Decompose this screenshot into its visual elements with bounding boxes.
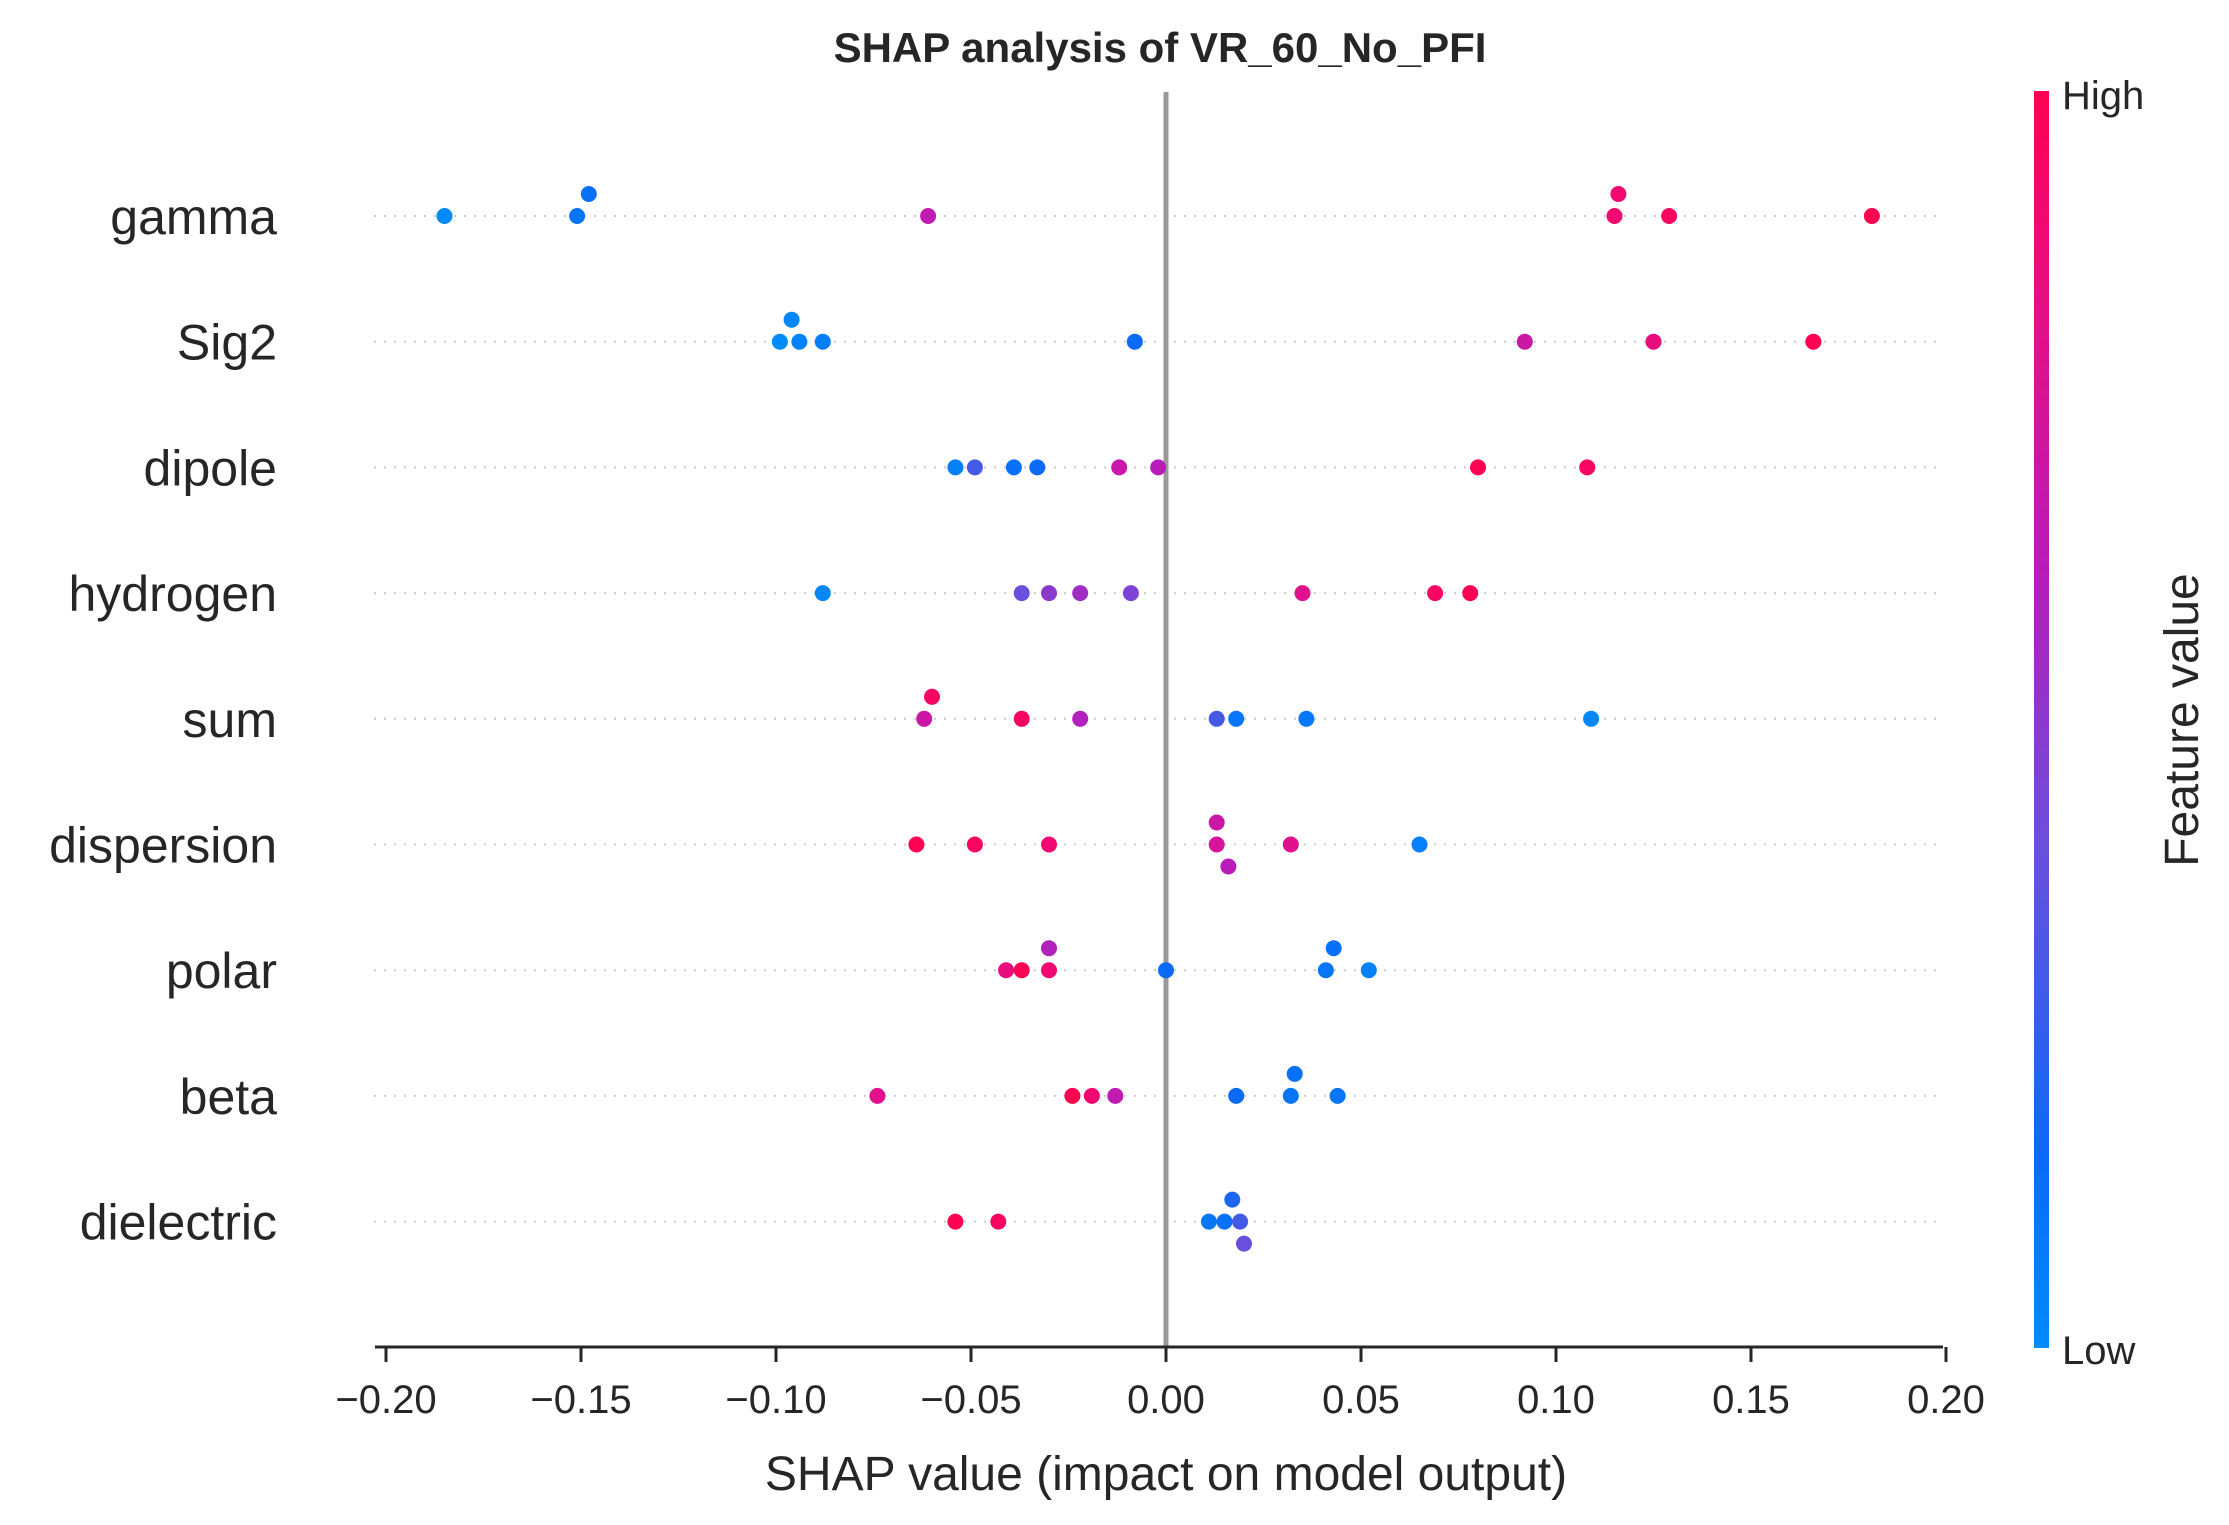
shap-point bbox=[1064, 1087, 1081, 1104]
shap-point bbox=[966, 459, 983, 476]
x-tick-label: 0.00 bbox=[1127, 1378, 1205, 1422]
shap-point bbox=[1360, 962, 1377, 979]
feature-label-dispersion: dispersion bbox=[49, 818, 277, 874]
feature-label-beta: beta bbox=[180, 1069, 278, 1125]
shap-point bbox=[814, 585, 831, 602]
colorbar-low-label: Low bbox=[2062, 1329, 2135, 1373]
shap-point bbox=[1470, 459, 1486, 476]
shap-point bbox=[1208, 710, 1225, 727]
feature-label-sig2: Sig2 bbox=[177, 315, 277, 371]
shap-point bbox=[1107, 1087, 1124, 1104]
feature-rows: gamma Sig2 dipole hydrogen sum dispersion pola… bbox=[49, 189, 1942, 1251]
x-axis-title: SHAP value (impact on model output) bbox=[765, 1448, 1567, 1501]
shap-point bbox=[1083, 1087, 1100, 1104]
shap-point bbox=[1122, 585, 1139, 602]
shap-point bbox=[1317, 962, 1334, 979]
shap-point bbox=[1041, 585, 1057, 602]
shap-point bbox=[1411, 836, 1428, 853]
shap-point bbox=[1041, 940, 1057, 957]
shap-point bbox=[1013, 710, 1030, 727]
shap-point bbox=[783, 311, 800, 328]
shap-point bbox=[1126, 333, 1143, 350]
shap-point bbox=[814, 333, 831, 350]
shap-point bbox=[1150, 459, 1167, 476]
shap-point bbox=[947, 459, 964, 476]
shap-point bbox=[1286, 1065, 1303, 1082]
shap-point bbox=[1216, 1213, 1233, 1230]
feature-label-polar: polar bbox=[166, 943, 277, 999]
shap-point bbox=[869, 1087, 886, 1104]
shap-point bbox=[1041, 836, 1057, 853]
shap-point bbox=[1863, 208, 1880, 224]
shap-point bbox=[1224, 1191, 1241, 1208]
shap-point bbox=[1041, 962, 1057, 979]
x-tick-label: −0.20 bbox=[335, 1378, 436, 1422]
shap-point bbox=[1606, 208, 1623, 224]
shap-point bbox=[1583, 710, 1600, 727]
x-tick-label: −0.15 bbox=[530, 1378, 631, 1422]
chart-title: SHAP analysis of VR_60_No_PFI bbox=[834, 24, 1487, 71]
shap-points bbox=[436, 186, 1880, 1252]
shap-point bbox=[947, 1213, 964, 1230]
shap-point bbox=[1208, 836, 1225, 853]
feature-label-gamma: gamma bbox=[110, 189, 277, 245]
shap-point bbox=[1329, 1087, 1346, 1104]
shap-point bbox=[1645, 333, 1662, 350]
shap-point bbox=[1661, 208, 1678, 224]
colorbar bbox=[2034, 91, 2049, 1348]
shap-point bbox=[1805, 333, 1822, 350]
shap-point bbox=[1228, 710, 1245, 727]
shap-point bbox=[1462, 585, 1479, 602]
x-tick-label: 0.05 bbox=[1322, 1378, 1400, 1422]
x-tick-label: 0.10 bbox=[1517, 1378, 1595, 1422]
feature-label-dielectric: dielectric bbox=[80, 1195, 277, 1251]
shap-point bbox=[1072, 710, 1089, 727]
shap-point bbox=[1610, 186, 1627, 202]
shap-point bbox=[924, 688, 940, 705]
shap-point bbox=[966, 836, 983, 853]
shap-point bbox=[908, 836, 925, 853]
shap-point bbox=[1579, 459, 1596, 476]
shap-point bbox=[998, 962, 1015, 979]
shap-point bbox=[1427, 585, 1444, 602]
feature-label-dipole: dipole bbox=[144, 440, 277, 496]
shap-point bbox=[1282, 836, 1299, 853]
shap-point bbox=[990, 1213, 1007, 1230]
x-tick-label: −0.05 bbox=[920, 1378, 1021, 1422]
shap-point bbox=[1294, 585, 1311, 602]
shap-point bbox=[920, 208, 937, 224]
shap-point bbox=[1158, 962, 1174, 979]
shap-point bbox=[1111, 459, 1128, 476]
shap-point bbox=[1516, 333, 1533, 350]
shap-point bbox=[771, 333, 788, 350]
shap-point bbox=[1298, 710, 1315, 727]
colorbar-title: Feature value bbox=[2156, 573, 2209, 867]
shap-point bbox=[1282, 1087, 1299, 1104]
shap-point bbox=[1200, 1213, 1217, 1230]
shap-point bbox=[1236, 1235, 1252, 1252]
shap-point bbox=[791, 333, 808, 350]
shap-point bbox=[569, 208, 586, 224]
shap-point bbox=[1005, 459, 1022, 476]
x-tick-label: 0.20 bbox=[1907, 1378, 1985, 1422]
shap-point bbox=[916, 710, 933, 727]
shap-point bbox=[1013, 962, 1030, 979]
shap-point bbox=[1072, 585, 1089, 602]
x-axis-ticks: −0.20 −0.15 −0.10 −0.05 0.00 0.05 0.10 0.15 0.20 bbox=[335, 1347, 1985, 1422]
x-tick-label: 0.15 bbox=[1712, 1378, 1790, 1422]
shap-point bbox=[580, 186, 597, 202]
shap-point bbox=[1232, 1213, 1249, 1230]
shap-point bbox=[1013, 585, 1030, 602]
shap-point bbox=[1208, 814, 1225, 831]
colorbar-high-label: High bbox=[2062, 74, 2144, 118]
feature-label-sum: sum bbox=[183, 692, 277, 748]
feature-label-hydrogen: hydrogen bbox=[69, 566, 278, 622]
shap-point bbox=[1325, 940, 1342, 957]
shap-point bbox=[1220, 858, 1237, 875]
shap-point bbox=[436, 208, 453, 224]
x-tick-label: −0.10 bbox=[725, 1378, 826, 1422]
shap-point bbox=[1029, 459, 1046, 476]
shap-point bbox=[1228, 1087, 1245, 1104]
